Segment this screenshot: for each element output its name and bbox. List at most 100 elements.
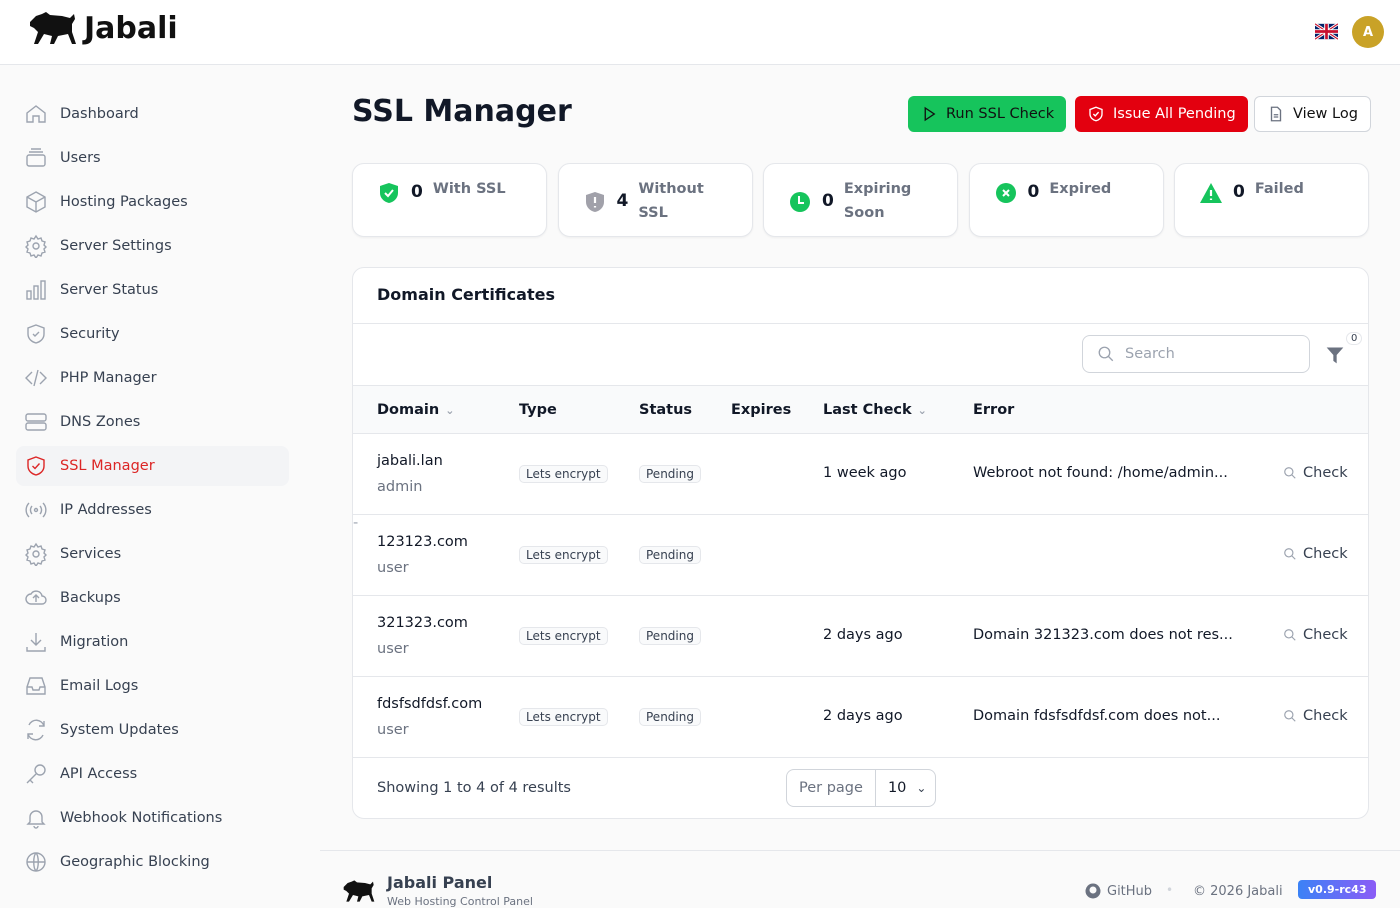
sidebar-item-label: DNS Zones	[60, 414, 141, 430]
sidebar: Dashboard Users Hosting Packages Server Set…	[16, 94, 289, 886]
sidebar-item-label: PHP Manager	[60, 370, 157, 386]
logo[interactable]: Jabali	[28, 10, 178, 46]
sidebar-item-label: Email Logs	[60, 678, 139, 694]
search-icon	[1284, 548, 1296, 560]
filter-icon[interactable]	[1325, 345, 1345, 365]
sidebar-item-ssl-manager[interactable]: SSL Manager	[16, 446, 289, 486]
column-expires: Expires	[731, 402, 792, 418]
stat-card-with-ssl: 0 With SSL	[352, 163, 547, 237]
search-icon	[1284, 629, 1296, 641]
per-page-value: 10	[887, 780, 907, 796]
check-button[interactable]: Check	[1283, 546, 1348, 562]
sidebar-item-label: Hosting Packages	[60, 194, 188, 210]
chevron-down-icon: ⌄	[445, 403, 455, 417]
sidebar-item-label: IP Addresses	[60, 502, 152, 518]
sidebar-item-webhook-notifications[interactable]: Webhook Notifications	[16, 798, 289, 838]
sidebar-item-server-settings[interactable]: Server Settings	[16, 226, 289, 266]
domain-name: jabali.lan	[377, 453, 443, 469]
search-placeholder: Search	[1125, 346, 1175, 362]
sidebar-item-security[interactable]: Security	[16, 314, 289, 354]
boar-logo-icon	[343, 880, 375, 902]
view-log-label: View Log	[1293, 106, 1358, 122]
search-input[interactable]: Search	[1082, 335, 1310, 373]
users-icon	[26, 148, 46, 167]
github-icon	[1085, 883, 1101, 899]
clock-icon	[790, 192, 810, 212]
run-ssl-check-button[interactable]: Run SSL Check	[908, 96, 1067, 132]
check-button[interactable]: Check	[1283, 627, 1348, 643]
gear-icon	[25, 542, 47, 566]
domain-user: user	[377, 560, 409, 576]
sidebar-item-label: Geographic Blocking	[60, 854, 210, 870]
per-page-select[interactable]: Per page 10 ⌄	[786, 769, 936, 807]
globe-icon	[26, 852, 46, 872]
search-icon	[1098, 346, 1114, 362]
domain-name: fdsfsdfdsf.com	[377, 696, 483, 712]
pagination-summary: Showing 1 to 4 of 4 results	[377, 780, 571, 796]
stat-label: Failed	[1254, 181, 1304, 197]
code-icon	[25, 369, 47, 387]
domain-user: admin	[377, 479, 423, 495]
last-check-value: 2 days ago	[823, 708, 903, 724]
sidebar-item-backups[interactable]: Backups	[16, 578, 289, 618]
sidebar-item-geographic-blocking[interactable]: Geographic Blocking	[16, 842, 289, 882]
column-error: Error	[973, 402, 1015, 418]
sidebar-item-dns-zones[interactable]: DNS Zones	[16, 402, 289, 442]
column-last-check[interactable]: Last Check ⌄	[823, 402, 927, 418]
top-bar: Jabali A	[0, 0, 1400, 65]
stat-label: Without SSL	[638, 181, 704, 221]
sidebar-item-php-manager[interactable]: PHP Manager	[16, 358, 289, 398]
sidebar-item-label: System Updates	[60, 722, 179, 738]
sidebar-item-hosting-packages[interactable]: Hosting Packages	[16, 182, 289, 222]
sidebar-item-server-status[interactable]: Server Status	[16, 270, 289, 310]
column-status: Status	[639, 402, 693, 418]
issue-all-pending-label: Issue All Pending	[1113, 106, 1236, 122]
run-ssl-check-label: Run SSL Check	[946, 106, 1055, 122]
check-button[interactable]: Check	[1283, 708, 1348, 724]
sidebar-item-label: Backups	[60, 590, 121, 606]
search-icon	[1284, 710, 1296, 722]
footer-title: Jabali Panel	[387, 873, 493, 892]
stat-card-failed: 0 Failed	[1174, 163, 1369, 237]
server-icon	[25, 413, 47, 431]
sidebar-item-email-logs[interactable]: Email Logs	[16, 666, 289, 706]
user-avatar[interactable]: A	[1352, 16, 1384, 48]
last-check-value: 2 days ago	[823, 627, 903, 643]
refresh-icon	[27, 719, 45, 741]
stat-card-without-ssl: 4 Without SSL	[557, 163, 753, 237]
issue-all-pending-button[interactable]: Issue All Pending	[1075, 96, 1248, 132]
sidebar-item-services[interactable]: Services	[16, 534, 289, 574]
column-type: Type	[519, 402, 557, 418]
view-log-button[interactable]: View Log	[1254, 96, 1371, 132]
play-icon	[924, 106, 936, 122]
type-badge: Lets encrypt	[519, 627, 608, 645]
version-badge: v0.9-rc43	[1298, 880, 1377, 899]
domain-name: 123123.com	[377, 534, 468, 550]
stat-value: 0	[1233, 182, 1245, 202]
shield-check-icon	[1089, 106, 1103, 122]
status-badge: Pending	[639, 546, 701, 564]
sidebar-item-dashboard[interactable]: Dashboard	[16, 94, 289, 134]
github-link[interactable]: GitHub	[1085, 883, 1152, 899]
sidebar-item-system-updates[interactable]: System Updates	[16, 710, 289, 750]
domain-name: 321323.com	[377, 615, 468, 631]
error-message: -	[353, 515, 359, 531]
sidebar-item-migration[interactable]: Migration	[16, 622, 289, 662]
inbox-icon	[26, 677, 46, 695]
bell-icon	[26, 810, 46, 829]
shield-check-icon	[27, 456, 45, 476]
footer-subtitle: Web Hosting Control Panel	[387, 895, 533, 908]
sidebar-item-label: Webhook Notifications	[60, 810, 223, 826]
chevron-down-icon: ⌄	[916, 781, 927, 795]
x-circle-icon	[995, 183, 1016, 203]
check-button[interactable]: Check	[1283, 465, 1348, 481]
bar-chart-icon	[26, 280, 46, 300]
sidebar-item-users[interactable]: Users	[16, 138, 289, 178]
home-icon	[26, 105, 46, 123]
sidebar-item-api-access[interactable]: API Access	[16, 754, 289, 794]
table-header: Domain ⌄ Type Status Expires Last Check ⌄ …	[353, 385, 1368, 434]
column-domain[interactable]: Domain ⌄	[377, 402, 455, 418]
sidebar-item-ip-addresses[interactable]: IP Addresses	[16, 490, 289, 530]
shield-exclamation-icon	[585, 192, 604, 212]
uk-flag-icon[interactable]	[1315, 23, 1338, 40]
